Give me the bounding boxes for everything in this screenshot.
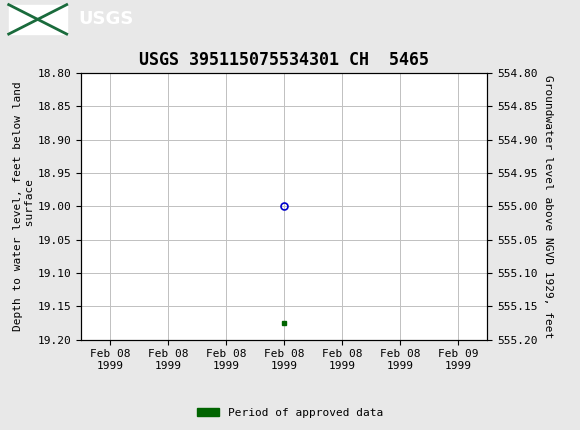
- Title: USGS 395115075534301 CH  5465: USGS 395115075534301 CH 5465: [139, 51, 429, 69]
- Y-axis label: Depth to water level, feet below land
 surface: Depth to water level, feet below land su…: [13, 82, 35, 331]
- FancyBboxPatch shape: [9, 5, 67, 34]
- Legend: Period of approved data: Period of approved data: [193, 403, 387, 422]
- Text: USGS: USGS: [78, 10, 133, 28]
- Y-axis label: Groundwater level above NGVD 1929, feet: Groundwater level above NGVD 1929, feet: [543, 75, 553, 338]
